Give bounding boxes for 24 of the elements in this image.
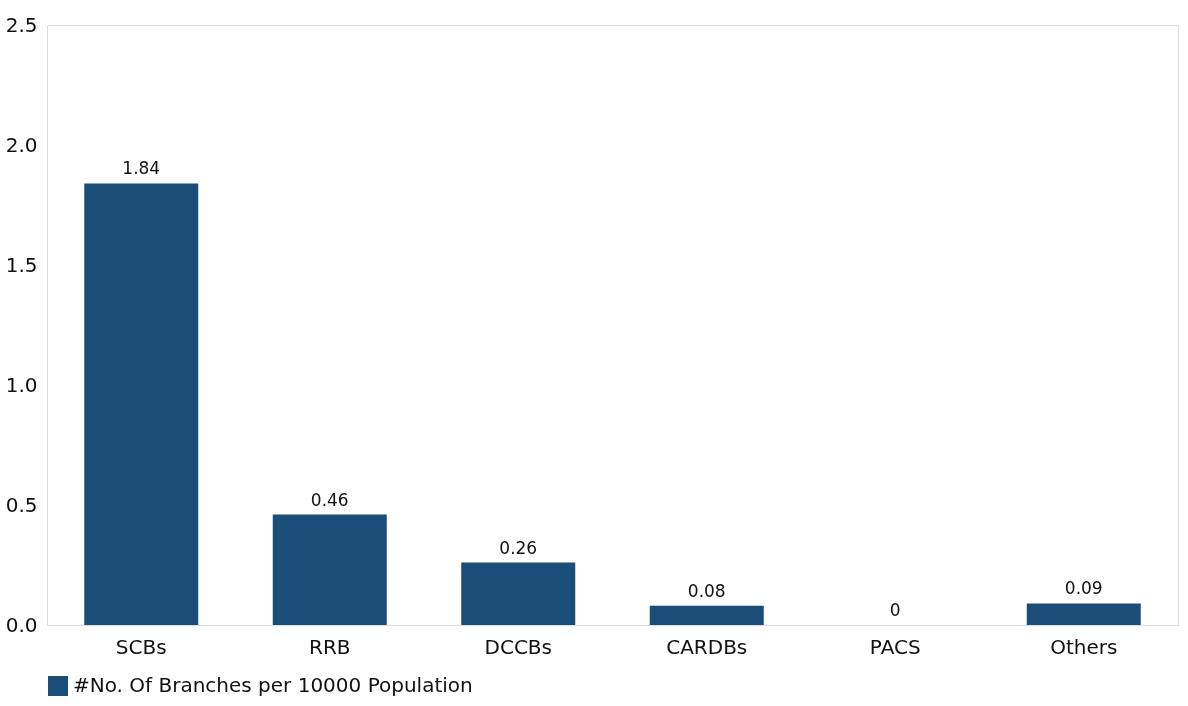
y-tick-label: 1.5	[5, 252, 38, 277]
y-tick-label: 0.0	[5, 612, 38, 637]
bar	[84, 183, 199, 625]
data-label: 0.09	[1064, 578, 1103, 599]
x-tick-label: CARDBs	[666, 634, 748, 659]
y-tick-label: 2.0	[5, 132, 38, 157]
x-tick-label: Others	[1050, 634, 1118, 659]
y-tick-label: 1.0	[5, 372, 38, 397]
legend-label: #No. Of Branches per 10000 Population	[73, 673, 473, 697]
x-tick-label: RRB	[308, 634, 351, 659]
y-tick-label: 0.5	[5, 492, 38, 517]
y-tick-label: 2.5	[5, 12, 38, 37]
data-label: 1.84	[122, 158, 161, 179]
data-label: 0.26	[499, 537, 538, 558]
data-label: 0.08	[687, 580, 726, 601]
bar	[272, 514, 387, 625]
x-tick-label: SCBs	[115, 634, 167, 659]
data-label: 0.46	[310, 489, 349, 510]
data-label: 0	[889, 600, 901, 620]
bar	[1026, 603, 1141, 625]
x-tick-label: PACS	[869, 634, 921, 659]
bar	[649, 605, 764, 625]
bar	[461, 562, 576, 625]
x-tick-label: DCCBs	[484, 634, 552, 659]
